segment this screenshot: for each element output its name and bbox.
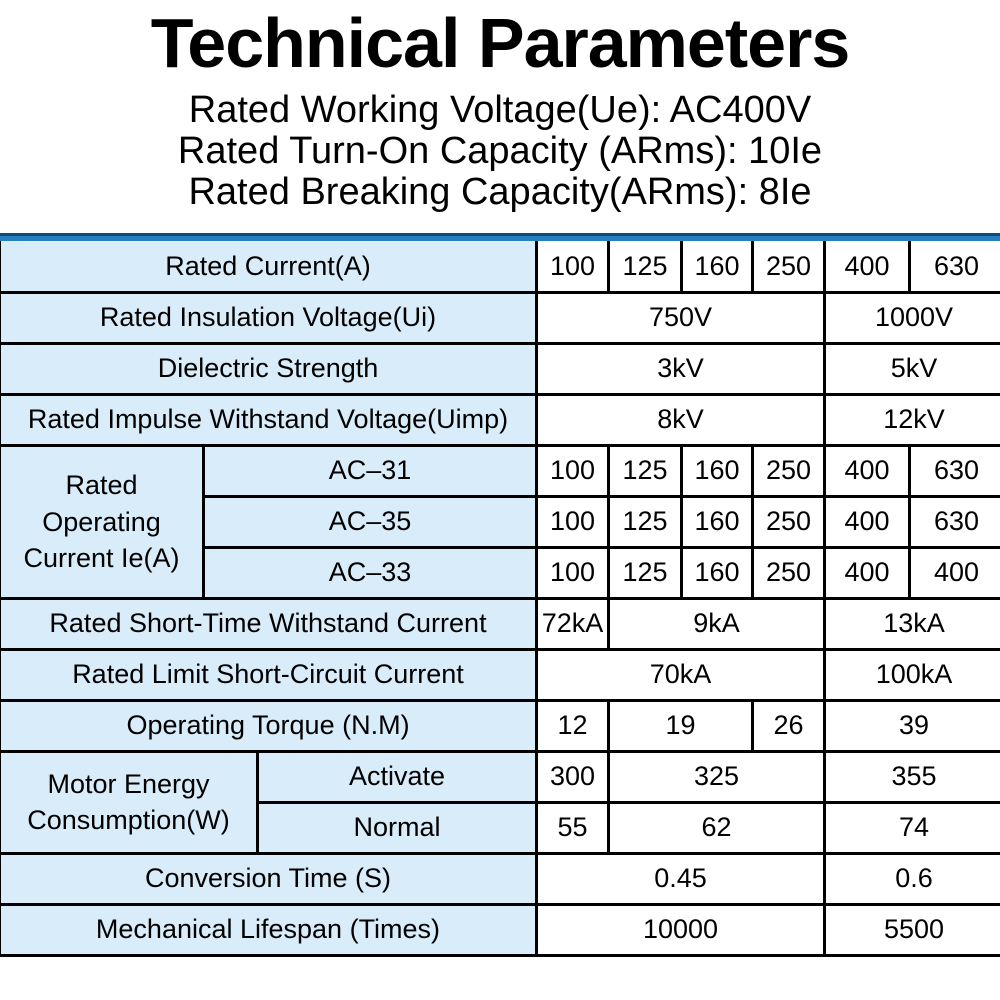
row-sublabel: AC–35 (202, 494, 538, 549)
table-row: Rated Operating Current Ie(A) AC–31 100 … (0, 443, 1000, 600)
table-row: Rated Current(A) 100 125 160 250 400 630 (0, 241, 1000, 294)
row-label: Rated Current(A) (0, 241, 538, 294)
value-cell: 630 (908, 443, 1000, 498)
table-row: Rated Impulse Withstand Voltage(Uimp) 8k… (0, 392, 1000, 447)
value-cell: 630 (908, 241, 1000, 294)
value-cell: 160 (680, 545, 754, 600)
row-label: Mechanical Lifespan (Times) (0, 902, 538, 957)
group-label-line: Operating (42, 506, 161, 537)
value-cell: 125 (607, 241, 683, 294)
value-cell: 250 (751, 443, 826, 498)
row-label: Rated Limit Short-Circuit Current (0, 647, 538, 702)
value-cell: 125 (607, 545, 683, 600)
value-cell: 355 (823, 749, 1000, 804)
table-row: AC–35 100 125 160 250 400 630 (0, 494, 1000, 549)
value-cell: 100kA (823, 647, 1000, 702)
value-cell: 400 (823, 443, 911, 498)
technical-parameters-table-wrap: Rated Current(A) 100 125 160 250 400 630… (0, 233, 1000, 957)
value-cell: 100 (535, 545, 610, 600)
value-cell: 70kA (535, 647, 826, 702)
group-label-line: Rated (65, 470, 138, 501)
row-group-label: Motor Energy Consumption(W) (0, 749, 259, 855)
row-label: Dielectric Strength (0, 341, 538, 396)
subtitle-rated-working-voltage: Rated Working Voltage(Ue): AC400V (188, 89, 812, 132)
value-cell: 0.45 (535, 851, 826, 906)
value-cell: 13kA (823, 596, 1000, 651)
value-cell: 26 (751, 698, 826, 753)
value-cell: 160 (680, 241, 754, 294)
technical-parameters-table: Rated Current(A) 100 125 160 250 400 630… (0, 241, 1000, 957)
value-cell: 19 (607, 698, 754, 753)
value-cell: 125 (607, 494, 683, 549)
value-cell: 9kA (607, 596, 826, 651)
table-row: Rated Limit Short-Circuit Current 70kA 1… (0, 647, 1000, 702)
row-sublabel: AC–31 (202, 443, 538, 498)
subtitle-rated-breaking-capacity: Rated Breaking Capacity(ARms): 8Ie (188, 171, 812, 214)
row-sublabel: Normal (256, 800, 538, 855)
row-label: Rated Insulation Voltage(Ui) (0, 290, 538, 345)
value-cell: 160 (680, 494, 754, 549)
group-label-line: Consumption(W) (27, 805, 230, 836)
value-cell: 5kV (823, 341, 1000, 396)
value-cell: 12 (535, 698, 610, 753)
page-title: Technical Parameters (150, 4, 851, 82)
value-cell: 630 (908, 494, 1000, 549)
table-row: Operating Torque (N.M) 12 19 26 39 (0, 698, 1000, 753)
value-cell: 10000 (535, 902, 826, 957)
group-label-line: Motor Energy (47, 768, 210, 799)
row-label: Operating Torque (N.M) (0, 698, 538, 753)
table-row: Conversion Time (S) 0.45 0.6 (0, 851, 1000, 906)
table-row: Rated Short-Time Withstand Current 72kA … (0, 596, 1000, 651)
row-label: Rated Short-Time Withstand Current (0, 596, 538, 651)
value-cell: 8kV (535, 392, 826, 447)
value-cell: 400 (823, 545, 911, 600)
table-row: Dielectric Strength 3kV 5kV (0, 341, 1000, 396)
value-cell: 3kV (535, 341, 826, 396)
value-cell: 5500 (823, 902, 1000, 957)
row-sublabel: AC–33 (202, 545, 538, 600)
table-row: Mechanical Lifespan (Times) 10000 5500 (0, 902, 1000, 957)
value-cell: 100 (535, 494, 610, 549)
table-row: Motor Energy Consumption(W) Activate 300… (0, 749, 1000, 855)
value-cell: 125 (607, 443, 683, 498)
value-cell: 300 (535, 749, 610, 804)
value-cell: 400 (908, 545, 1000, 600)
table-row: AC–33 100 125 160 250 400 400 (0, 545, 1000, 600)
value-cell: 39 (823, 698, 1000, 753)
value-cell: 12kV (823, 392, 1000, 447)
subtitle-block: Rated Working Voltage(Ue): AC400V Rated … (0, 90, 1000, 213)
table-top-accent-bar (0, 233, 1000, 242)
value-cell: 750V (535, 290, 826, 345)
value-cell: 325 (607, 749, 826, 804)
row-label: Conversion Time (S) (0, 851, 538, 906)
value-cell: 160 (680, 443, 754, 498)
value-cell: 100 (535, 443, 610, 498)
value-cell: 400 (823, 494, 911, 549)
value-cell: 74 (823, 800, 1000, 855)
value-cell: 250 (751, 241, 826, 294)
value-cell: 0.6 (823, 851, 1000, 906)
value-cell: 55 (535, 800, 610, 855)
subtitle-rated-turn-on-capacity: Rated Turn-On Capacity (ARms): 10Ie (177, 130, 823, 173)
value-cell: 62 (607, 800, 826, 855)
value-cell: 100 (535, 241, 610, 294)
value-cell: 1000V (823, 290, 1000, 345)
group-label-line: Current Ie(A) (23, 543, 180, 573)
table-row: Rated Insulation Voltage(Ui) 750V 1000V (0, 290, 1000, 345)
row-group-label: Rated Operating Current Ie(A) (0, 443, 205, 600)
page: Technical Parameters Rated Working Volta… (0, 6, 1000, 1000)
value-cell: 250 (751, 494, 826, 549)
row-label: Rated Impulse Withstand Voltage(Uimp) (0, 392, 538, 447)
table-row: Normal 55 62 74 (0, 800, 1000, 855)
value-cell: 250 (751, 545, 826, 600)
row-sublabel: Activate (256, 749, 538, 804)
value-cell: 72kA (535, 596, 610, 651)
value-cell: 400 (823, 241, 911, 294)
